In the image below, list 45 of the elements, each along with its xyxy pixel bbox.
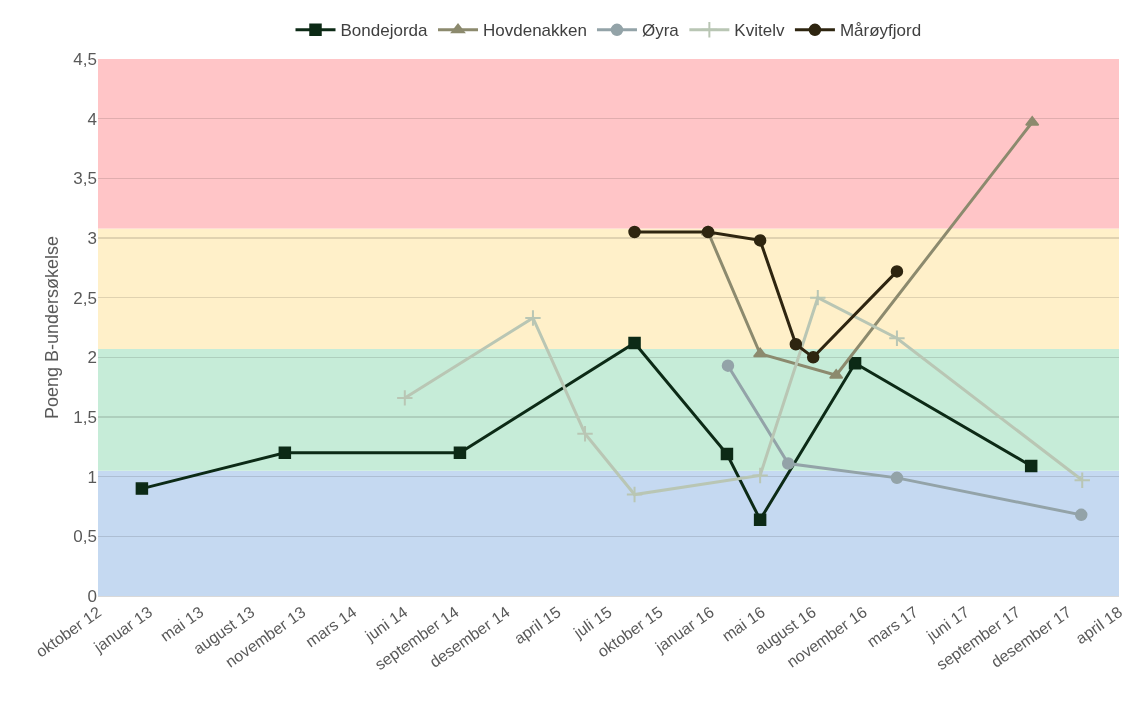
point	[396, 389, 414, 407]
point	[890, 265, 904, 278]
legend-label: Mårøyfjord	[839, 21, 922, 41]
y-tick-label: 4,5	[73, 49, 97, 69]
y-tick-label: 3	[87, 228, 97, 248]
y-tick-label: 1,5	[73, 407, 97, 427]
point	[576, 425, 594, 443]
legend-label: Kvitelv	[734, 21, 785, 41]
point	[753, 234, 767, 247]
point	[1024, 459, 1038, 473]
point	[278, 446, 292, 460]
point	[753, 513, 767, 526]
point	[1074, 508, 1088, 522]
point	[809, 288, 827, 307]
y-tick-label: 2,5	[73, 288, 97, 308]
point	[1073, 471, 1091, 489]
y-tick-label: 4	[87, 109, 97, 129]
point	[721, 359, 735, 372]
point	[781, 457, 795, 470]
point	[888, 329, 906, 347]
y-tick-label: 2	[87, 348, 97, 368]
legend-label: Hovdenakken	[483, 21, 587, 41]
point	[625, 485, 644, 504]
point	[720, 447, 734, 461]
point	[848, 357, 862, 370]
point	[753, 347, 768, 358]
point	[135, 482, 149, 495]
point	[829, 368, 844, 379]
point	[789, 337, 803, 351]
point	[453, 446, 467, 460]
point	[524, 309, 542, 327]
y-tick-label: 1	[87, 467, 97, 487]
point	[806, 351, 820, 364]
y-tick-label: 0	[87, 586, 97, 606]
point	[628, 225, 641, 239]
y-axis-title: Poeng B-undersøkelse	[41, 235, 62, 420]
y-tick-label: 0,5	[73, 527, 97, 547]
y-tick-label: 3,5	[73, 169, 97, 189]
x-tick-label: april 15	[511, 603, 564, 648]
point	[751, 466, 769, 485]
legend-label: Bondejorda	[340, 21, 428, 41]
legend-label: Øyra	[641, 21, 680, 41]
point	[890, 471, 904, 485]
x-tick-label: april 18	[1072, 603, 1126, 648]
point	[628, 336, 641, 350]
